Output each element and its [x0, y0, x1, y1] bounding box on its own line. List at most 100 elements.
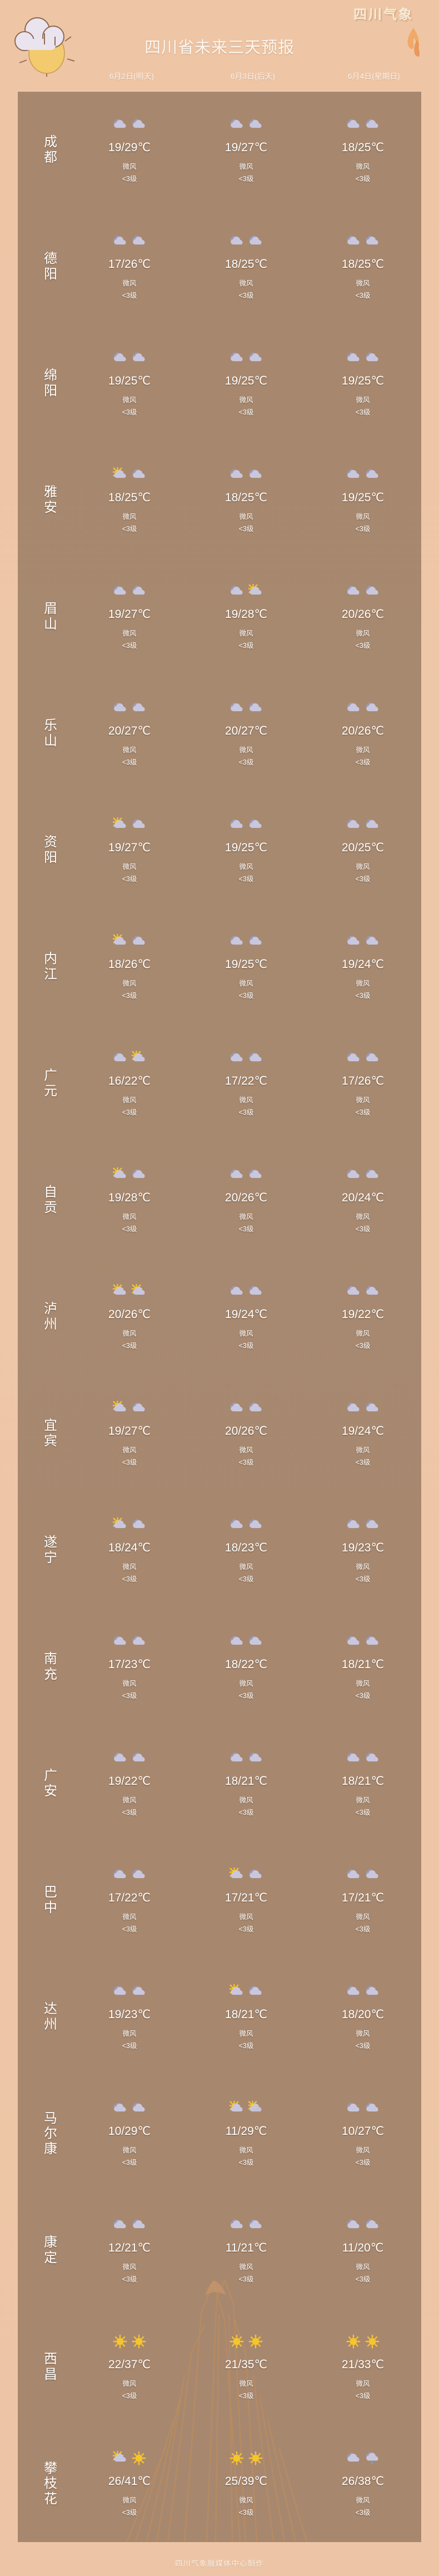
weather-icon-group — [72, 580, 187, 603]
wind-info: 微风 <3级 — [306, 1678, 420, 1703]
temperature-range: 19/25℃ — [341, 374, 385, 387]
forecast-row: 广元 16/22℃ 微风 <3级 17/22℃ 微风 <3级 17/26℃ 微风 <3级 — [18, 1025, 421, 1142]
wind-label: 微风 — [122, 979, 137, 987]
cloudy-icon — [347, 1052, 360, 1061]
forecast-row: 资阳 19/27℃ 微风 <3级 19/25℃ 微风 <3级 20/25℃ 微风 <3级 — [18, 792, 421, 908]
cloudy-icon — [132, 352, 145, 361]
city-name-char: 泸 — [44, 1301, 57, 1317]
temperature-range: 18/25℃ — [108, 491, 151, 504]
forecast-day-cell: 20/26℃ 微风 <3级 — [71, 1276, 188, 1358]
forecast-day-cell: 20/26℃ 微风 <3级 — [188, 1393, 305, 1475]
wind-label: 微风 — [356, 2379, 370, 2388]
forecast-row: 成都 19/29℃ 微风 <3级 19/27℃ 微风 <3级 18/25℃ 微风 <3级 — [18, 92, 421, 208]
temperature-range: 18/24℃ — [108, 1541, 151, 1554]
cloudy-icon — [249, 818, 262, 828]
weather-icon-group — [72, 1630, 187, 1653]
wind-info: 微风 <3级 — [189, 1211, 303, 1236]
forecast-day-cell: 18/21℃ 微风 <3级 — [305, 1743, 421, 1825]
wind-level: <3级 — [122, 2275, 137, 2283]
cloudy-icon — [347, 935, 360, 945]
temperature-range: 19/29℃ — [108, 141, 151, 154]
wind-info: 微风 <3级 — [72, 745, 187, 769]
cloudy-icon — [132, 118, 145, 128]
temperature-range: 19/28℃ — [225, 607, 268, 621]
cloudy-icon — [366, 468, 378, 478]
wind-label: 微风 — [122, 1796, 137, 1804]
wind-level: <3级 — [238, 1925, 254, 1933]
cloudy-icon — [132, 1752, 145, 1761]
sunny-icon — [230, 2334, 244, 2349]
forecast-day-cell: 19/22℃ 微风 <3级 — [71, 1743, 188, 1825]
wind-info: 微风 <3级 — [72, 1095, 187, 1119]
wind-label: 微风 — [356, 629, 370, 637]
partly-sunny-icon — [113, 1167, 126, 1178]
wind-info: 微风 <3级 — [189, 1678, 303, 1703]
weather-icon-group — [306, 1980, 420, 2003]
weather-icon-group — [189, 113, 303, 136]
wind-info: 微风 <3级 — [306, 2262, 420, 2286]
sunny-icon — [113, 2334, 127, 2349]
wind-info: 微风 <3级 — [189, 1095, 303, 1119]
wind-level: <3级 — [355, 1341, 371, 1350]
cloudy-icon — [132, 702, 145, 711]
temperature-range: 18/21℃ — [341, 1658, 385, 1671]
forecast-day-cell: 16/22℃ 微风 <3级 — [71, 1043, 188, 1125]
cloudy-icon — [249, 935, 262, 945]
forecast-day-cell: 18/26℃ 微风 <3级 — [71, 926, 188, 1008]
wind-level: <3级 — [355, 1458, 371, 1466]
wind-level: <3级 — [122, 2392, 137, 2400]
city-name: 雅安 — [18, 485, 71, 515]
weather-icon-group — [189, 463, 303, 486]
cloudy-icon — [249, 1635, 262, 1645]
wind-info: 微风 <3级 — [306, 1795, 420, 1819]
city-name-char: 马 — [44, 2110, 57, 2126]
wind-info: 微风 <3级 — [306, 745, 420, 769]
temperature-range: 20/24℃ — [341, 1191, 385, 1204]
weather-icon-group — [306, 1863, 420, 1886]
weather-icon-group — [306, 1046, 420, 1070]
wind-label: 微风 — [356, 2263, 370, 2271]
cloudy-icon — [347, 468, 360, 478]
wind-level: <3级 — [355, 641, 371, 650]
cloudy-icon — [132, 235, 145, 244]
temperature-range: 18/20℃ — [341, 2008, 385, 2021]
wind-label: 微风 — [239, 979, 253, 987]
cloudy-icon — [132, 2219, 145, 2228]
weather-icon-group — [306, 2330, 420, 2353]
cloudy-icon — [347, 702, 360, 711]
city-name-char: 成 — [44, 134, 57, 150]
city-name-char: 康 — [44, 2235, 57, 2250]
cloudy-icon — [347, 585, 360, 595]
forecast-day-cell: 17/26℃ 微风 <3级 — [305, 1043, 421, 1125]
weather-icon-group — [189, 813, 303, 836]
wind-label: 微风 — [356, 1212, 370, 1221]
temperature-range: 20/26℃ — [341, 724, 385, 737]
wind-level: <3级 — [122, 2041, 137, 2050]
wind-label: 微风 — [122, 862, 137, 871]
cloudy-icon — [366, 818, 378, 828]
temperature-range: 19/27℃ — [108, 607, 151, 621]
wind-level: <3级 — [355, 2275, 371, 2283]
temperature-range: 19/27℃ — [108, 1424, 151, 1437]
wind-label: 微风 — [356, 1796, 370, 1804]
wind-info: 微风 <3级 — [72, 511, 187, 536]
wind-label: 微风 — [239, 746, 253, 754]
cloudy-icon — [366, 585, 378, 595]
temperature-range: 18/25℃ — [225, 491, 268, 504]
city-name-char: 都 — [44, 150, 57, 165]
wind-label: 微风 — [356, 1446, 370, 1454]
wind-level: <3级 — [238, 408, 254, 416]
forecast-day-cell: 19/27℃ 微风 <3级 — [188, 109, 305, 191]
forecast-day-cell: 19/25℃ 微风 <3级 — [305, 460, 421, 541]
wind-info: 微风 <3级 — [189, 1795, 303, 1819]
cloudy-icon — [347, 818, 360, 828]
cloudy-icon — [230, 352, 243, 361]
forecast-day-cell: 17/23℃ 微风 <3级 — [71, 1626, 188, 1708]
cloudy-icon — [132, 585, 145, 595]
cloudy-icon — [230, 1402, 243, 1411]
wind-level: <3级 — [355, 2041, 371, 2050]
forecast-row: 马尔康 10/29℃ 微风 <3级 11/29℃ 微风 <3级 10/27℃ 微风 <3级 — [18, 2075, 421, 2192]
forecast-day-cell: 20/27℃ 微风 <3级 — [71, 693, 188, 775]
city-name-char: 绵 — [44, 368, 57, 383]
wind-label: 微风 — [356, 396, 370, 404]
